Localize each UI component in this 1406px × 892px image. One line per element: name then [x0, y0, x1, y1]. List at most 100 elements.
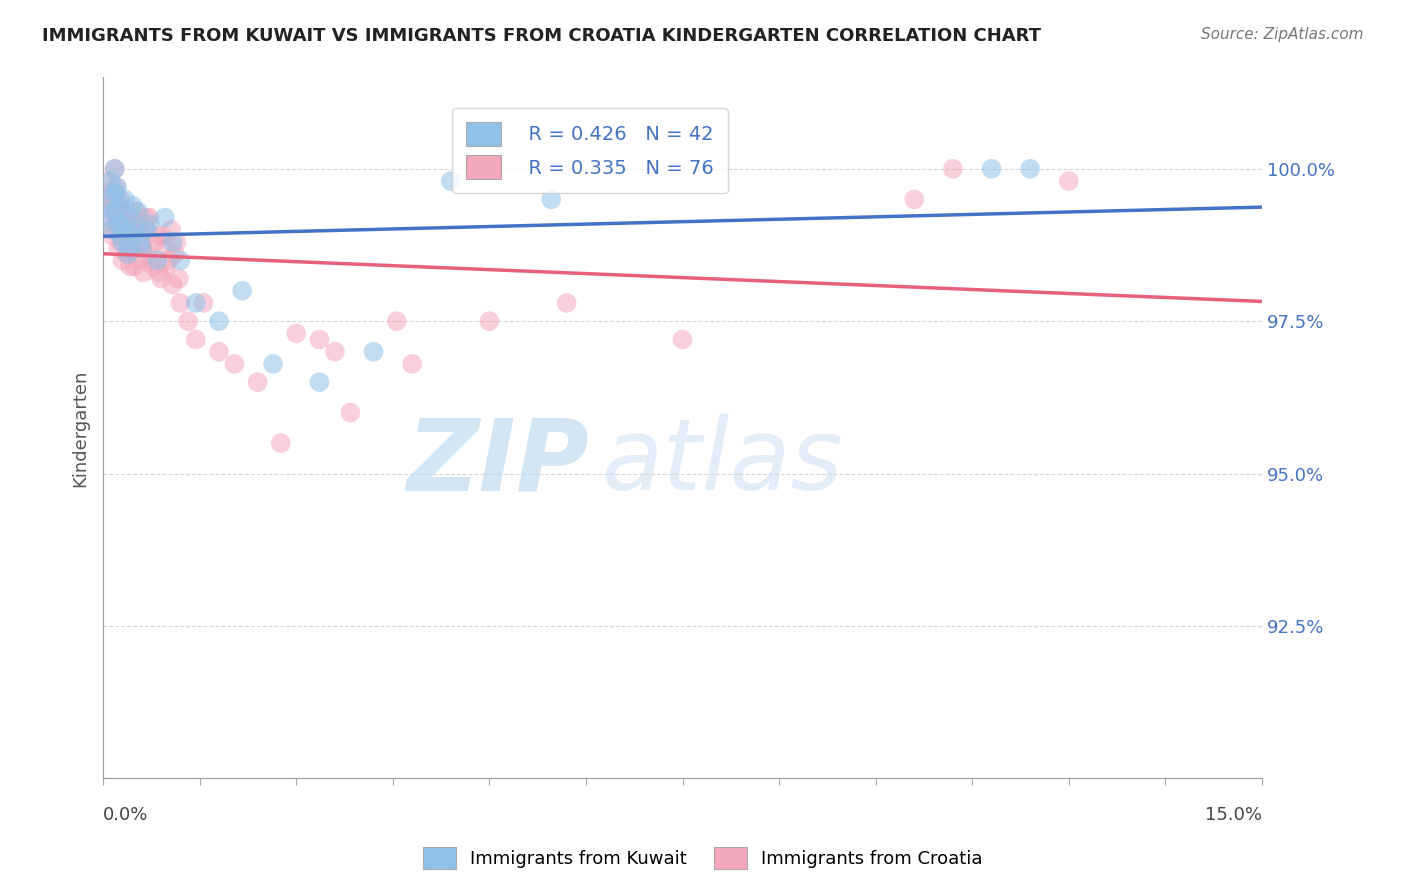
Point	[101, 223, 124, 237]
Point	[385, 314, 408, 328]
Point	[129, 235, 152, 249]
Point	[121, 198, 143, 212]
Point	[138, 217, 160, 231]
Point	[105, 180, 128, 194]
Point	[105, 180, 128, 194]
Point	[129, 217, 152, 231]
Text: IMMIGRANTS FROM KUWAIT VS IMMIGRANTS FROM CROATIA KINDERGARTEN CORRELATION CHART: IMMIGRANTS FROM KUWAIT VS IMMIGRANTS FRO…	[42, 27, 1042, 45]
Y-axis label: Kindergarten: Kindergarten	[72, 369, 89, 486]
Point	[142, 260, 165, 274]
Point	[262, 357, 284, 371]
Point	[401, 357, 423, 371]
Point	[136, 247, 159, 261]
Point	[131, 241, 153, 255]
Point	[122, 228, 145, 243]
Text: 15.0%: 15.0%	[1205, 806, 1263, 824]
Text: ZIP: ZIP	[406, 415, 589, 511]
Point	[112, 217, 135, 231]
Point	[124, 204, 146, 219]
Point	[1057, 174, 1080, 188]
Point	[120, 211, 142, 225]
Point	[107, 241, 129, 255]
Text: atlas: atlas	[602, 415, 844, 511]
Point	[153, 211, 176, 225]
Point	[105, 186, 128, 201]
Point	[150, 271, 173, 285]
Point	[246, 375, 269, 389]
Point	[111, 253, 134, 268]
Point	[135, 223, 157, 237]
Point	[155, 260, 177, 274]
Point	[108, 192, 131, 206]
Point	[193, 296, 215, 310]
Point	[339, 406, 361, 420]
Point	[152, 228, 174, 243]
Point	[107, 204, 129, 219]
Point	[166, 235, 188, 249]
Point	[139, 253, 162, 268]
Point	[363, 344, 385, 359]
Point	[100, 186, 122, 201]
Point	[118, 217, 141, 231]
Point	[903, 192, 925, 206]
Point	[127, 253, 149, 268]
Point	[103, 198, 125, 212]
Point	[163, 247, 186, 261]
Point	[112, 211, 135, 225]
Point	[101, 228, 124, 243]
Point	[101, 204, 124, 219]
Point	[208, 314, 231, 328]
Point	[177, 314, 200, 328]
Point	[97, 192, 120, 206]
Point	[120, 260, 142, 274]
Point	[184, 296, 207, 310]
Point	[942, 161, 965, 176]
Point	[124, 223, 146, 237]
Point	[184, 333, 207, 347]
Point	[131, 241, 153, 255]
Point	[128, 223, 150, 237]
Point	[104, 161, 127, 176]
Point	[143, 235, 166, 249]
Point	[115, 247, 138, 261]
Point	[117, 247, 139, 261]
Point	[122, 241, 145, 255]
Point	[117, 241, 139, 255]
Text: Source: ZipAtlas.com: Source: ZipAtlas.com	[1201, 27, 1364, 42]
Legend: Immigrants from Kuwait, Immigrants from Croatia: Immigrants from Kuwait, Immigrants from …	[415, 838, 991, 879]
Point	[110, 235, 132, 249]
Point	[148, 265, 170, 279]
Point	[980, 161, 1002, 176]
Point	[440, 174, 463, 188]
Point	[111, 223, 134, 237]
Point	[231, 284, 253, 298]
Point	[103, 186, 125, 201]
Point	[308, 375, 330, 389]
Point	[115, 223, 138, 237]
Point	[146, 228, 169, 243]
Point	[120, 228, 142, 243]
Point	[135, 223, 157, 237]
Point	[111, 235, 134, 249]
Point	[162, 277, 184, 292]
Point	[169, 296, 191, 310]
Point	[270, 436, 292, 450]
Point	[100, 198, 122, 212]
Point	[96, 192, 118, 206]
Point	[162, 235, 184, 249]
Point	[121, 223, 143, 237]
Point	[671, 333, 693, 347]
Point	[104, 204, 127, 219]
Point	[112, 217, 135, 231]
Point	[98, 211, 121, 225]
Point	[555, 296, 578, 310]
Point	[104, 161, 127, 176]
Point	[108, 198, 131, 212]
Point	[224, 357, 246, 371]
Point	[208, 344, 231, 359]
Point	[146, 253, 169, 268]
Point	[110, 228, 132, 243]
Point	[98, 211, 121, 225]
Point	[169, 253, 191, 268]
Point	[124, 260, 146, 274]
